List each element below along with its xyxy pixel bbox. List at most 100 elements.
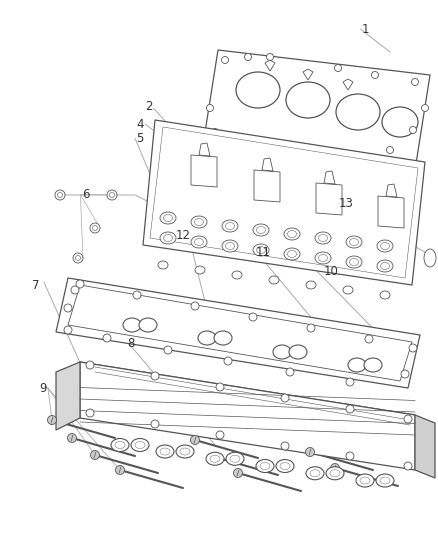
Ellipse shape [284,228,300,240]
Circle shape [103,334,111,342]
Circle shape [233,469,243,478]
Circle shape [281,442,289,450]
Circle shape [55,190,65,200]
Circle shape [64,304,72,312]
Circle shape [421,104,428,111]
Circle shape [206,104,213,111]
Circle shape [191,435,199,445]
Polygon shape [80,362,415,470]
Circle shape [73,253,83,263]
Ellipse shape [139,318,157,332]
Polygon shape [378,196,404,228]
Polygon shape [316,183,342,215]
Ellipse shape [306,467,324,480]
Text: 7: 7 [32,279,40,292]
Ellipse shape [176,445,194,458]
Circle shape [331,464,339,472]
Ellipse shape [377,260,393,272]
Polygon shape [199,143,210,156]
Ellipse shape [226,222,234,230]
Circle shape [346,405,354,413]
Ellipse shape [306,281,316,289]
Circle shape [75,255,81,261]
Circle shape [244,136,251,143]
Polygon shape [303,69,313,80]
Circle shape [244,53,251,61]
Ellipse shape [257,246,265,254]
Text: 12: 12 [176,229,191,242]
Ellipse shape [376,474,394,487]
Ellipse shape [163,235,173,241]
Circle shape [76,280,84,288]
Ellipse shape [236,72,280,108]
Circle shape [305,448,314,456]
Ellipse shape [424,249,436,267]
Circle shape [164,346,172,354]
Ellipse shape [380,291,390,299]
Circle shape [222,56,229,63]
Ellipse shape [253,224,269,236]
Circle shape [266,53,273,61]
Ellipse shape [289,345,307,359]
Ellipse shape [180,448,190,455]
Polygon shape [262,158,273,171]
Text: 1: 1 [362,23,370,36]
Circle shape [151,372,159,380]
Ellipse shape [318,235,328,241]
Ellipse shape [206,453,224,465]
Ellipse shape [226,243,234,249]
Ellipse shape [222,220,238,232]
Circle shape [211,453,219,462]
Text: 13: 13 [339,197,353,210]
Circle shape [401,370,409,378]
Text: 5: 5 [137,132,144,145]
Ellipse shape [210,455,220,462]
Ellipse shape [156,445,174,458]
Circle shape [91,450,99,459]
Ellipse shape [131,439,149,451]
Circle shape [71,286,79,294]
Ellipse shape [276,459,294,473]
Ellipse shape [381,262,389,270]
Ellipse shape [380,477,390,484]
Ellipse shape [194,238,204,246]
Ellipse shape [115,441,125,448]
Circle shape [404,462,412,470]
Circle shape [90,223,100,233]
Ellipse shape [260,463,270,470]
Ellipse shape [326,467,344,480]
Polygon shape [143,120,425,285]
Circle shape [151,420,159,428]
Ellipse shape [160,448,170,455]
Circle shape [67,433,77,442]
Polygon shape [415,415,435,478]
Polygon shape [265,60,275,71]
Ellipse shape [350,259,358,265]
Circle shape [404,415,412,423]
Circle shape [86,361,94,369]
Circle shape [281,394,289,402]
Circle shape [346,155,353,161]
Ellipse shape [160,232,176,244]
Ellipse shape [191,236,207,248]
Circle shape [133,291,141,299]
Text: 8: 8 [128,337,135,350]
Ellipse shape [346,236,362,248]
Ellipse shape [191,216,207,228]
Ellipse shape [135,441,145,448]
Ellipse shape [232,271,242,279]
Circle shape [286,368,294,376]
Ellipse shape [381,243,389,249]
Circle shape [409,344,417,352]
Circle shape [386,147,393,154]
Ellipse shape [318,254,328,262]
Ellipse shape [269,276,279,284]
Circle shape [249,313,257,321]
Ellipse shape [356,474,374,487]
Polygon shape [386,184,397,197]
Ellipse shape [256,459,274,473]
Ellipse shape [310,470,320,477]
Ellipse shape [315,252,331,264]
Ellipse shape [194,219,204,225]
Ellipse shape [253,244,269,256]
